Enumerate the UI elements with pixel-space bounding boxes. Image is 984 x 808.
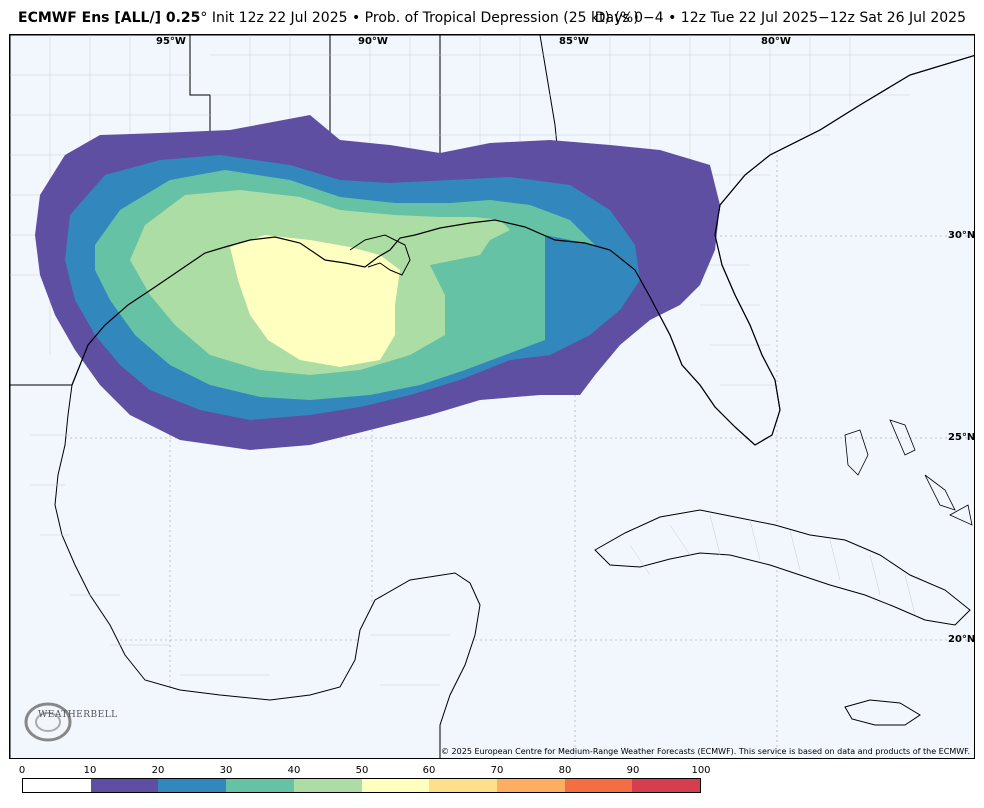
- contour-50-percent: [230, 235, 400, 367]
- gulf-coastline: [71, 54, 974, 446]
- lon-label-85w: 85°W: [559, 36, 589, 47]
- colorbar-tick-20: 20: [151, 765, 165, 776]
- colorbar-tick-10: 10: [83, 765, 97, 776]
- jamaica-landmass: [844, 699, 921, 726]
- logo-text: WEATHERBELL: [38, 710, 118, 720]
- lon-label-90w: 90°W: [358, 36, 388, 47]
- colorbar-tick-50: 50: [355, 765, 369, 776]
- map-frame: 95°W 90°W 85°W 80°W 30°N 25°N 20°N WEATH…: [9, 34, 975, 759]
- colorbar: [22, 778, 701, 793]
- colorbar-tick-80: 80: [558, 765, 572, 776]
- logo-swirl-icon: [24, 702, 72, 742]
- colorbar-tick-90: 90: [626, 765, 640, 776]
- header: ECMWF Ens [ALL/] 0.25° Init 12z 22 Jul 2…: [0, 0, 984, 34]
- colorbar-segment-0: [23, 779, 91, 792]
- colorbar-segment-9: [632, 779, 701, 792]
- mississippi-delta: [349, 234, 411, 276]
- lon-label-80w: 80°W: [761, 36, 791, 47]
- colorbar-tick-30: 30: [219, 765, 233, 776]
- colorbar-segment-4: [293, 779, 362, 792]
- colorbar-tick-100: 100: [691, 765, 711, 776]
- colorbar-tick-60: 60: [422, 765, 436, 776]
- mexico-landmass: [10, 384, 481, 758]
- bahamas-islands: [844, 419, 973, 526]
- colorbar-tick-70: 70: [490, 765, 504, 776]
- weatherbell-logo: WEATHERBELL: [20, 696, 117, 746]
- map-canvas: [10, 35, 974, 758]
- colorbar-segment-6: [429, 779, 497, 792]
- lat-label-30n: 30°N: [948, 230, 975, 241]
- colorbar-tick-40: 40: [287, 765, 301, 776]
- copyright-notice: © 2025 European Centre for Medium-Range …: [441, 747, 970, 756]
- product-description: ° Init 12z 22 Jul 2025 • Prob. of Tropic…: [200, 10, 639, 26]
- colorbar-segment-3: [226, 779, 294, 792]
- colorbar-segment-7: [496, 779, 565, 792]
- lat-label-25n: 25°N: [948, 432, 975, 443]
- colorbar-tick-0: 0: [18, 765, 26, 776]
- chart-title: ECMWF Ens [ALL/] 0.25° Init 12z 22 Jul 2…: [18, 10, 639, 26]
- model-name: ECMWF Ens [ALL/] 0.25: [18, 10, 201, 26]
- lat-label-20n: 20°N: [948, 634, 975, 645]
- valid-period: Days 0−4 • 12z Tue 22 Jul 2025−12z Sat 2…: [594, 10, 966, 26]
- colorbar-segment-5: [361, 779, 430, 792]
- colorbar-segment-1: [90, 779, 159, 792]
- cuba-landmass: [594, 509, 971, 626]
- colorbar-segment-2: [158, 779, 227, 792]
- colorbar-segment-8: [564, 779, 633, 792]
- lon-label-95w: 95°W: [156, 36, 186, 47]
